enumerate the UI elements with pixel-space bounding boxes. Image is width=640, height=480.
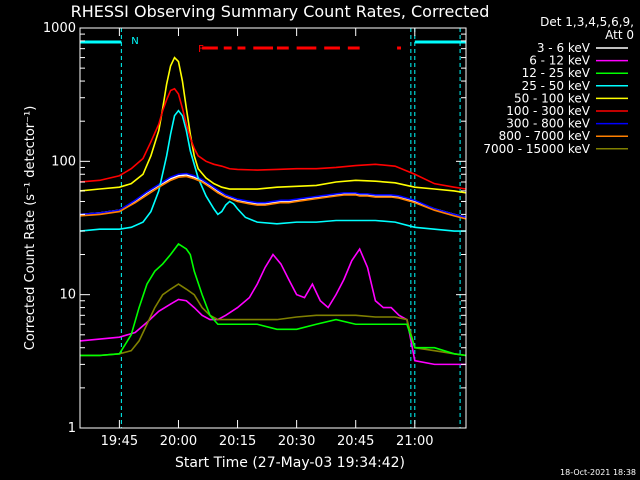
legend-label-100-300-kev: 100 - 300 keV bbox=[506, 104, 590, 118]
series-line-6-12-kev bbox=[80, 172, 466, 219]
legend-label-25-50-kev: 25 - 50 keV bbox=[522, 79, 591, 93]
x-axis: 19:45 20:00 20:15 20:30 20:45 21:00 bbox=[101, 28, 434, 449]
x-tick-label: 19:45 bbox=[101, 434, 138, 449]
series-line-100-300-kev bbox=[80, 87, 466, 190]
x-tick-label: 20:30 bbox=[278, 434, 315, 449]
annotation-layer: NF bbox=[79, 28, 466, 428]
chart-title: RHESSI Observing Summary Count Rates, Co… bbox=[71, 2, 490, 21]
series-line-7000-15000-kev bbox=[80, 283, 466, 357]
series-line-3-6-kev bbox=[80, 174, 466, 219]
legend-label-7000-15000-kev: 7000 - 15000 keV bbox=[483, 142, 590, 156]
legend-label-12-25-kev: 12 - 25 keV bbox=[522, 66, 591, 80]
series-line-25-50-kev bbox=[80, 109, 466, 232]
series-line-50-100-kev bbox=[80, 56, 466, 194]
footer-timestamp: 18-Oct-2021 18:38 bbox=[560, 468, 636, 477]
series-line-800-7000-kev bbox=[80, 175, 466, 220]
series-line-12-25-kev bbox=[80, 247, 466, 366]
legend-label-800-7000-kev: 800 - 7000 keV bbox=[499, 129, 591, 143]
y-tick-label: 1 bbox=[68, 421, 76, 436]
x-tick-label: 20:45 bbox=[337, 434, 374, 449]
y-axis-label: Corrected Count Rate (s⁻¹ detector⁻¹) bbox=[23, 106, 38, 351]
x-tick-label: 20:15 bbox=[219, 434, 256, 449]
x-tick-label: 20:00 bbox=[160, 434, 197, 449]
series-layer bbox=[80, 56, 466, 366]
legend-label-300-800-kev: 300 - 800 keV bbox=[506, 117, 590, 131]
plot-area: NF bbox=[79, 27, 467, 429]
x-tick-label: 21:00 bbox=[396, 434, 433, 449]
legend-detectors: Det 1,3,4,5,6,9, bbox=[540, 15, 634, 29]
series-line-25-50-kev-green bbox=[80, 242, 466, 357]
legend-label-50-100-kev: 50 - 100 keV bbox=[514, 91, 591, 105]
flare-label: F bbox=[198, 44, 204, 55]
legend-attenuator: Att 0 bbox=[605, 28, 634, 42]
x-axis-label: Start Time (27-May-03 19:34:42) bbox=[175, 455, 405, 471]
y-axis: 1 10 100 1000 bbox=[43, 21, 466, 436]
night-label: N bbox=[131, 36, 138, 47]
y-tick-label: 1000 bbox=[43, 21, 76, 36]
y-tick-label: 10 bbox=[59, 288, 76, 303]
legend-label-6-12-kev: 6 - 12 keV bbox=[529, 54, 591, 68]
y-tick-label: 100 bbox=[51, 154, 76, 169]
plot-frame bbox=[79, 27, 467, 429]
legend-label-3-6-kev: 3 - 6 keV bbox=[537, 41, 591, 55]
